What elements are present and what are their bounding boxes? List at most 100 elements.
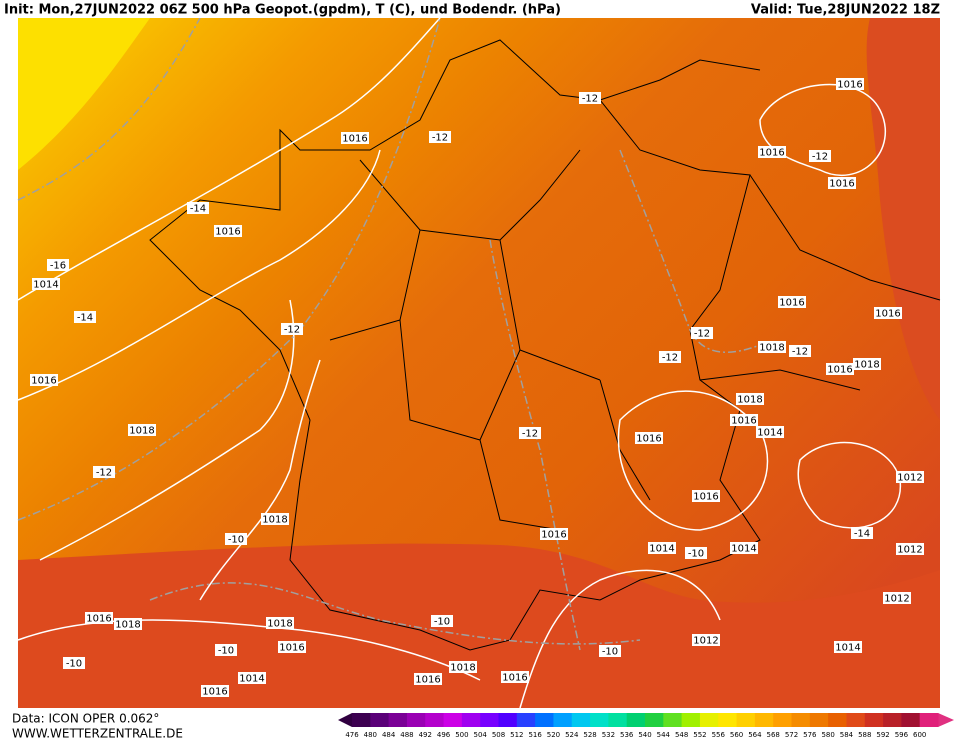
contour-label: 1014	[33, 280, 58, 291]
label-box	[579, 92, 601, 104]
colorbar-label: 580	[821, 731, 834, 739]
colorbar-label: 584	[840, 731, 854, 739]
label-box	[758, 146, 786, 158]
colorbar-label: 572	[785, 731, 798, 739]
contour-label: -10	[66, 659, 82, 670]
label-box	[659, 351, 681, 363]
colorbar-label: 496	[437, 731, 451, 739]
label-box	[501, 671, 529, 683]
colorbar-cell	[516, 713, 536, 727]
colorbar-label: 524	[565, 731, 579, 739]
colorbar-cell	[846, 713, 866, 727]
label-box	[93, 466, 115, 478]
label-box	[826, 363, 854, 375]
colorbar-label: 536	[620, 731, 634, 739]
colorbar-cell	[754, 713, 774, 727]
contour-label: -12	[582, 94, 598, 105]
contour-label: 1016	[215, 227, 240, 238]
colorbar-cell	[425, 713, 445, 727]
label-box	[63, 657, 85, 669]
label-box	[756, 426, 784, 438]
header-left: Init: Mon,27JUN2022 06Z 500 hPa Geopot.(…	[4, 3, 561, 18]
colorbar-label: 488	[400, 731, 413, 739]
label-box	[736, 393, 764, 405]
label-box	[414, 673, 442, 685]
label-box	[691, 327, 713, 339]
colorbar-cell	[590, 713, 609, 727]
colorbar-label: 476	[345, 731, 359, 739]
label-box	[431, 615, 453, 627]
label-box	[883, 592, 911, 604]
contour-label: 1018	[115, 620, 140, 631]
contour-label: -10	[688, 549, 704, 560]
contour-label: 1016	[541, 530, 566, 541]
colorbar-label: 492	[419, 731, 432, 739]
colorbar-label: 600	[913, 731, 926, 739]
colorbar-cell	[443, 713, 463, 727]
contour-label: 1016	[875, 309, 900, 320]
contour-label: 1016	[279, 643, 304, 654]
colorbar-cell	[864, 713, 884, 727]
colorbar-cell	[773, 713, 792, 727]
colorbar-cell	[388, 713, 408, 727]
contour-label: 1016	[693, 492, 718, 503]
contour-label: 1018	[267, 619, 292, 630]
contour-label: -12	[284, 325, 300, 336]
label-box	[201, 685, 229, 697]
contour-labels: -12 -12 1016 1016 1016 -12 1016 -14 1016 -16 1014 -…	[30, 78, 924, 698]
contour-label: 1016	[415, 675, 440, 686]
warm-band-east	[866, 18, 940, 420]
label-box	[828, 177, 856, 189]
label-box	[74, 311, 96, 323]
colorbar-cell	[608, 713, 628, 727]
label-box	[519, 427, 541, 439]
contour-label: 1018	[262, 515, 287, 526]
colorbar-label: 484	[382, 731, 396, 739]
colorbar-cell	[883, 713, 902, 727]
colorbar-label: 512	[510, 731, 523, 739]
colorbar-label: 568	[767, 731, 780, 739]
contour-label: 1016	[837, 80, 862, 91]
label-box	[834, 641, 862, 653]
contour-label: -12	[522, 429, 538, 440]
label-box	[128, 424, 156, 436]
label-box	[85, 612, 113, 624]
label-box	[187, 202, 209, 214]
label-box	[341, 132, 369, 144]
contour-label: 1016	[31, 376, 56, 387]
contour-label: 1018	[450, 663, 475, 674]
colorbar-label: 552	[693, 731, 706, 739]
contour-label: 1016	[731, 416, 756, 427]
colorbar-label: 504	[474, 731, 488, 739]
colorbar-label: 540	[638, 731, 651, 739]
colorbar-cell	[809, 713, 829, 727]
colorbar-cell	[663, 713, 683, 727]
contour-label: 1012	[693, 636, 718, 647]
contour-label: 1016	[636, 434, 661, 445]
colorbar-label: 532	[602, 731, 615, 739]
label-box	[648, 542, 676, 554]
colorbar-cell	[406, 713, 426, 727]
label-box	[692, 634, 720, 646]
label-box	[32, 278, 60, 290]
colorbar: 476 480 484 488 492 496 500 504 508 512 516 520 524 5…	[338, 713, 954, 739]
label-box	[778, 296, 806, 308]
contour-label: 1016	[502, 673, 527, 684]
colorbar-label: 560	[730, 731, 743, 739]
colorbar-cell	[919, 713, 939, 727]
contour-label: -14	[77, 313, 93, 324]
label-box	[730, 414, 758, 426]
colorbar-cell	[535, 713, 554, 727]
label-box	[30, 374, 58, 386]
borders	[149, 39, 941, 651]
label-box	[758, 341, 786, 353]
contour-label: 1016	[827, 365, 852, 376]
label-box	[730, 542, 758, 554]
colorbar-label: 516	[528, 731, 542, 739]
contour-label: 1014	[649, 544, 674, 555]
contour-label: 1018	[759, 343, 784, 354]
colorbar-cell	[901, 713, 921, 727]
contour-label: 1018	[737, 395, 762, 406]
